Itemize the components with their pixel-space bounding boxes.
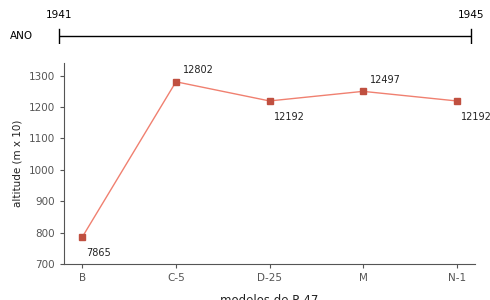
- Text: 12497: 12497: [370, 75, 401, 85]
- Y-axis label: altitude (m x 10): altitude (m x 10): [13, 120, 23, 207]
- X-axis label: modelos de P-47: modelos de P-47: [220, 294, 318, 300]
- Text: 7865: 7865: [87, 248, 111, 258]
- Text: 1941: 1941: [46, 10, 73, 20]
- Text: 12192: 12192: [461, 112, 490, 122]
- Text: 1945: 1945: [458, 10, 484, 20]
- Text: 12192: 12192: [274, 112, 305, 122]
- Text: ANO: ANO: [10, 31, 33, 41]
- Text: 12802: 12802: [183, 65, 214, 75]
